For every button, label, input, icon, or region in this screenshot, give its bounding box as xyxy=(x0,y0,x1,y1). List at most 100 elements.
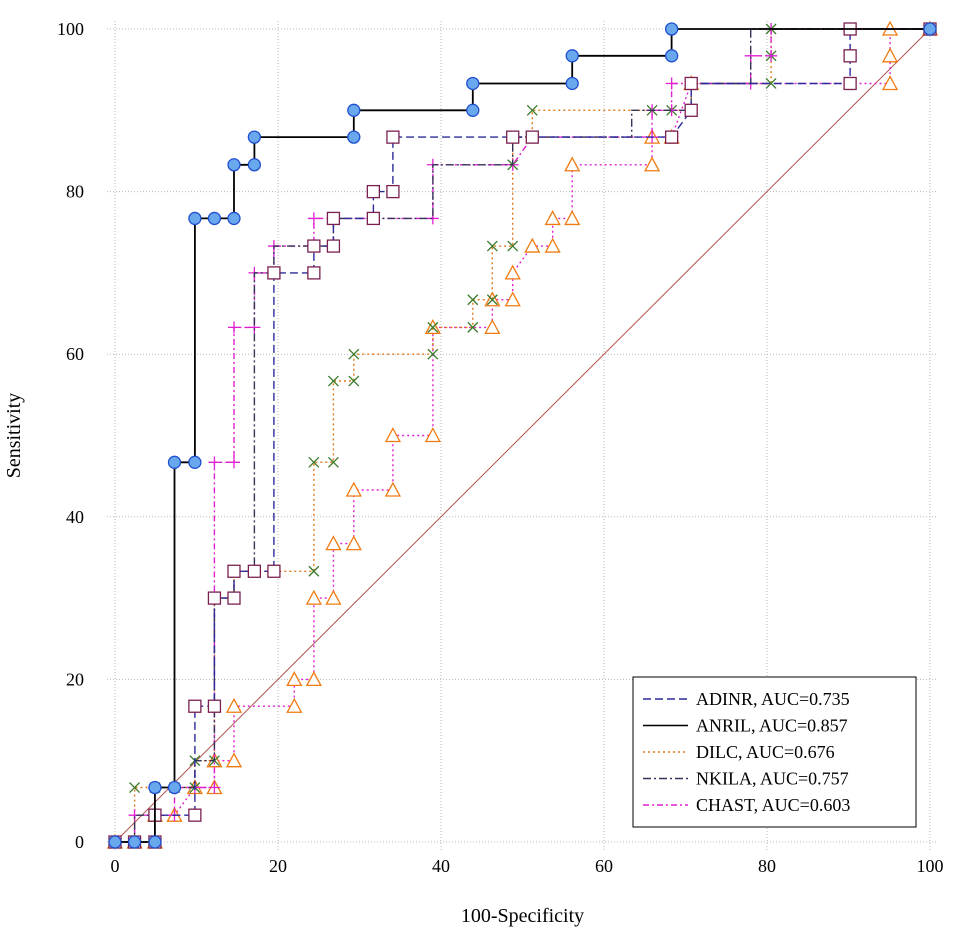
data-point xyxy=(386,184,400,199)
data-point xyxy=(308,565,320,577)
data-point xyxy=(127,835,142,849)
data-point xyxy=(247,564,262,578)
data-point xyxy=(664,49,679,63)
data-point xyxy=(565,49,579,63)
data-point xyxy=(564,210,581,226)
data-point xyxy=(227,564,241,578)
data-point xyxy=(327,375,339,387)
data-point xyxy=(267,564,281,578)
data-point xyxy=(525,130,539,144)
data-point xyxy=(327,456,339,468)
data-point xyxy=(326,239,341,253)
data-point xyxy=(565,76,579,91)
data-point xyxy=(366,211,381,226)
data-point xyxy=(384,481,402,497)
reference-diagonal xyxy=(114,28,931,843)
y-tick-label: 100 xyxy=(57,19,84,39)
data-point xyxy=(366,184,381,199)
data-point xyxy=(129,782,141,793)
data-point xyxy=(881,47,899,63)
series-line xyxy=(115,28,930,843)
data-point xyxy=(765,78,777,89)
data-point xyxy=(881,75,899,91)
y-tick-label: 0 xyxy=(75,832,84,852)
y-axis-title: Sensitivity xyxy=(3,393,25,479)
data-point xyxy=(643,156,661,172)
data-point xyxy=(524,237,541,253)
data-point xyxy=(286,697,303,713)
data-point xyxy=(664,130,679,144)
data-point xyxy=(486,294,498,306)
x-tick-label: 80 xyxy=(758,856,776,876)
series-2 xyxy=(108,22,937,849)
data-point xyxy=(225,697,243,713)
data-point xyxy=(227,321,240,334)
legend-label: NKILA, AUC=0.757 xyxy=(696,769,849,789)
legend: ADINR, AUC=0.735 ANRIL, AUC=0.857 DILC, AU… xyxy=(632,676,917,828)
data-point xyxy=(484,318,501,335)
data-point xyxy=(843,76,857,91)
data-point xyxy=(665,77,678,90)
data-point xyxy=(307,212,320,225)
axis-layer: 0 20 40 60 80 100 0 20 40 60 80 100 xyxy=(57,19,944,876)
data-point xyxy=(167,780,182,795)
data-point xyxy=(148,780,162,795)
data-point xyxy=(348,375,360,387)
data-point xyxy=(506,130,520,144)
data-point xyxy=(664,22,679,36)
data-point xyxy=(384,427,402,443)
y-tick-label: 20 xyxy=(66,669,84,689)
data-point xyxy=(486,240,498,252)
x-axis-title: 100-Specificity xyxy=(461,905,584,927)
legend-box xyxy=(632,676,917,828)
data-point xyxy=(308,456,320,468)
x-tick-label: 0 xyxy=(111,856,120,876)
data-point xyxy=(305,589,322,605)
data-point xyxy=(544,237,561,253)
data-point xyxy=(467,294,479,306)
data-point xyxy=(188,211,202,226)
data-point xyxy=(466,103,480,117)
y-tick-label: 80 xyxy=(66,182,84,202)
data-point xyxy=(345,481,362,497)
data-point xyxy=(225,752,243,768)
data-point xyxy=(148,835,162,849)
data-point xyxy=(267,266,281,280)
data-point xyxy=(326,211,341,226)
data-point xyxy=(307,266,321,280)
data-point xyxy=(467,321,479,333)
data-point xyxy=(564,156,581,172)
data-point xyxy=(427,321,439,333)
data-point xyxy=(108,835,122,849)
data-point xyxy=(227,211,241,226)
x-tick-label: 40 xyxy=(432,856,450,876)
data-point xyxy=(167,455,182,469)
y-tick-label: 60 xyxy=(66,344,84,364)
data-point xyxy=(386,130,400,144)
data-point xyxy=(307,239,321,253)
y-tick-label: 40 xyxy=(66,507,84,527)
data-point xyxy=(325,535,342,551)
data-point xyxy=(504,264,521,280)
grid-layer xyxy=(107,21,938,850)
data-point xyxy=(227,158,241,172)
data-point xyxy=(247,158,262,172)
data-point xyxy=(247,130,262,144)
data-point xyxy=(188,699,202,713)
data-point xyxy=(208,781,221,794)
x-tick-label: 60 xyxy=(595,856,613,876)
data-point xyxy=(347,130,361,144)
data-point xyxy=(507,240,519,252)
legend-label: ADINR, AUC=0.735 xyxy=(696,689,850,709)
legend-label: DILC, AUC=0.676 xyxy=(696,742,835,762)
data-point xyxy=(348,348,360,360)
data-point xyxy=(188,455,202,469)
legend-label: CHAST, AUC=0.603 xyxy=(696,795,850,815)
data-point xyxy=(207,591,222,605)
data-point xyxy=(843,49,857,63)
data-point xyxy=(684,103,698,117)
data-point xyxy=(504,291,521,307)
x-tick-label: 100 xyxy=(917,856,944,876)
data-point xyxy=(227,591,241,605)
